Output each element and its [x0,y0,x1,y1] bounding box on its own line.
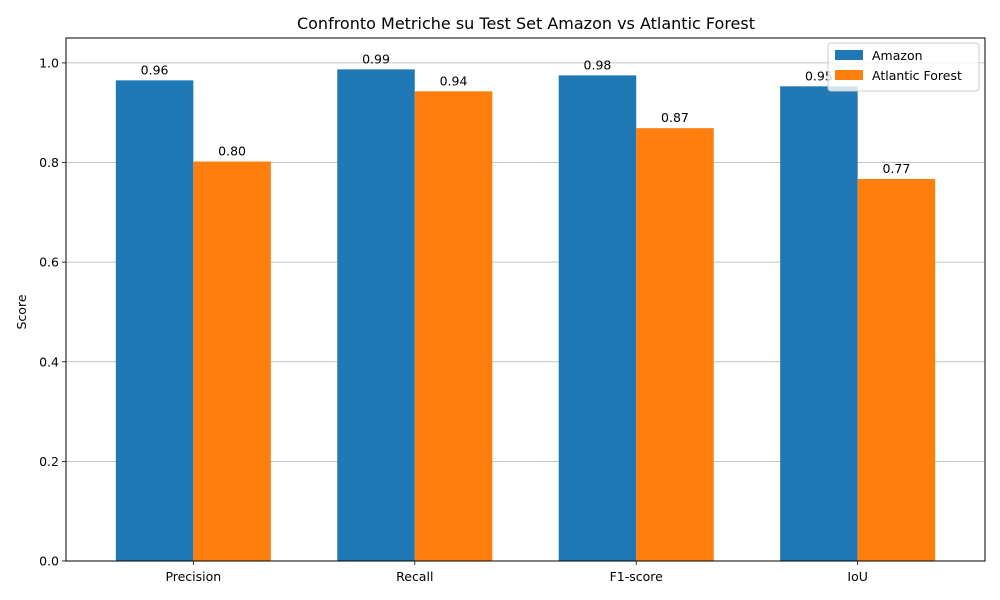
data-label: 0.98 [584,57,612,72]
data-label: 0.77 [882,161,910,176]
data-label: 0.80 [218,144,246,159]
y-tick-label: 0.8 [39,155,59,170]
x-tick-label: Recall [396,569,433,584]
y-tick-label: 0.4 [39,354,59,369]
data-label: 0.99 [362,51,390,66]
bar-precision-amazon [115,80,194,561]
legend-swatch [835,70,863,80]
x-tick-label: F1-score [610,569,664,584]
data-label: 0.94 [440,73,468,88]
y-axis-label: Score [14,294,29,329]
x-tick-label: IoU [847,569,867,584]
plot-frame [65,37,986,562]
data-label: 0.96 [141,62,169,77]
y-tick-label: 0.0 [39,554,59,569]
data-label: 0.95 [805,68,833,83]
bar-recall-atlantic-forest [414,91,493,561]
x-axis: Precision Recall F1-score IoU [165,561,868,584]
legend-box [827,42,980,92]
data-label: 0.87 [661,110,689,125]
legend: Amazon Atlantic Forest [827,42,980,92]
y-axis: 0.0 0.2 0.4 0.6 0.8 1.0 [39,55,66,569]
bars [115,69,936,562]
bar-f1-score-atlantic-forest [636,128,714,561]
bar-iou-atlantic-forest [857,178,936,562]
bar-recall-amazon [337,69,415,561]
legend-label: Atlantic Forest [872,68,962,83]
x-tick-label: Precision [165,569,221,584]
legend-swatch [835,50,863,60]
y-tick-label: 1.0 [39,55,59,70]
bar-f1-score-amazon [558,75,637,561]
bar-precision-atlantic-forest [193,161,271,561]
legend-label: Amazon [872,48,923,63]
y-tick-label: 0.6 [39,255,59,270]
y-tick-label: 0.2 [39,454,59,469]
chart-title: Confronto Metriche su Test Set Amazon vs… [297,14,755,33]
bar-iou-amazon [780,86,858,561]
data-labels: 0.96 0.80 0.99 0.94 0.98 0.87 0.95 0.77 [141,51,911,176]
